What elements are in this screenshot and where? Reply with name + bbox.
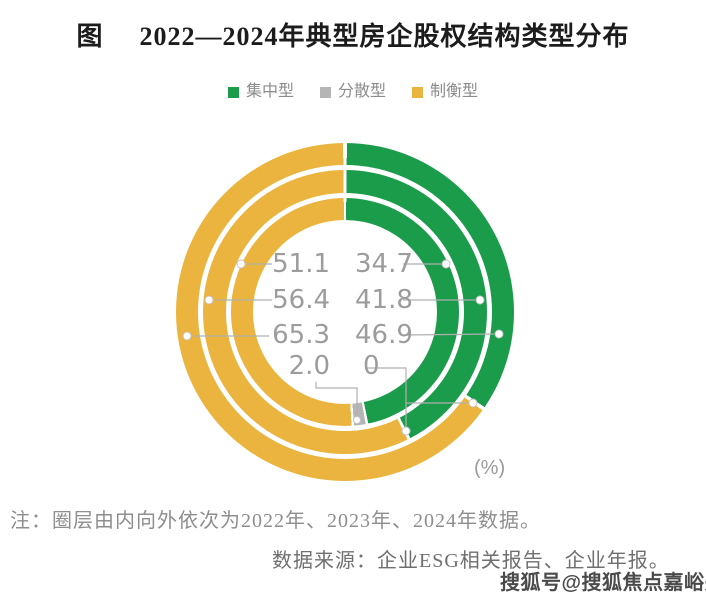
title-text: 2022—2024年典型房企股权结构类型分布	[139, 22, 630, 51]
value-label-jizhong-46-9: 46.9	[355, 320, 413, 350]
value-label-zhiheng-56-4: 56.4	[272, 285, 330, 315]
value-label-fensan-2-0: 2.0	[288, 351, 330, 381]
legend-label-zhiheng: 制衡型	[430, 83, 479, 100]
value-label-zhiheng-51-1: 51.1	[272, 249, 330, 279]
legend-label-fensan: 分散型	[337, 83, 386, 100]
legend-swatch-fensan-icon	[319, 86, 331, 98]
legend: 集中型 分散型 制衡型	[0, 84, 706, 100]
page-title: 图 2022—2024年典型房企股权结构类型分布	[0, 16, 706, 53]
value-label-jizhong-34-7: 34.7	[355, 249, 413, 279]
value-label-fensan-0: 0	[363, 351, 380, 381]
value-label-zhiheng-65-3: 65.3	[272, 320, 330, 350]
legend-item-jizhong: 集中型	[227, 83, 294, 100]
legend-item-fensan: 分散型	[319, 83, 386, 100]
title-prefix: 图	[76, 22, 104, 51]
chart-note: 注：圈层由内向外依次为2022年、2023年、2024年数据。	[10, 510, 541, 532]
value-label-jizhong-41-8: 41.8	[355, 285, 413, 315]
watermark: 搜狐号@搜狐焦点嘉峪关站	[500, 572, 706, 594]
legend-swatch-jizhong-icon	[227, 86, 239, 98]
legend-label-jizhong: 集中型	[245, 83, 294, 100]
legend-swatch-zhiheng-icon	[412, 86, 423, 98]
data-source: 数据来源：企业ESG相关报告、企业年报。	[272, 550, 670, 572]
unit-label: (%)	[474, 457, 506, 479]
legend-item-zhiheng: 制衡型	[412, 84, 478, 100]
